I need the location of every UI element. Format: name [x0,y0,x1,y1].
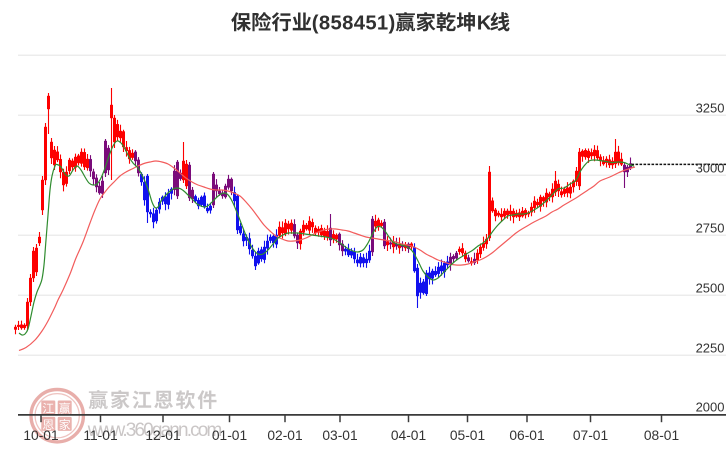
svg-text:06-01: 06-01 [509,428,544,443]
svg-text:(858451): (858451) [312,13,396,35]
svg-text:2250: 2250 [696,340,725,355]
svg-text:01-01: 01-01 [212,428,247,443]
svg-text:04-01: 04-01 [391,428,426,443]
svg-text:12-01: 12-01 [145,428,180,443]
svg-text:02-01: 02-01 [267,428,302,443]
svg-text:11-01: 11-01 [83,428,117,443]
svg-text:2500: 2500 [696,280,725,295]
svg-text:05-01: 05-01 [450,428,485,443]
svg-text:10-01: 10-01 [23,428,58,443]
svg-text:07-01: 07-01 [573,428,608,443]
svg-text:2750: 2750 [696,220,725,235]
svg-text:3250: 3250 [696,100,725,115]
svg-text:3000: 3000 [696,160,725,175]
svg-text:K: K [477,13,492,35]
svg-text:2000: 2000 [696,400,725,415]
svg-text:www.360gann.com: www.360gann.com [87,420,223,441]
svg-text:08-01: 08-01 [644,428,679,443]
svg-text:03-01: 03-01 [322,428,357,443]
